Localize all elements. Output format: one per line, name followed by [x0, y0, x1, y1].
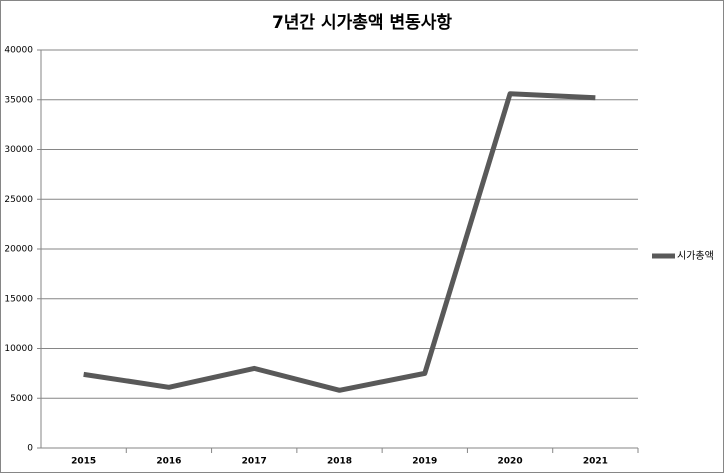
y-tick-label: 40000 — [4, 46, 33, 56]
x-tick-label: 2016 — [156, 457, 181, 467]
y-tick-label: 35000 — [4, 95, 33, 105]
y-tick-label: 20000 — [4, 245, 33, 255]
x-tick-label: 2019 — [412, 457, 437, 467]
y-tick-label: 10000 — [4, 344, 33, 354]
x-tick-label: 2018 — [327, 457, 352, 467]
y-tick-label: 30000 — [4, 145, 33, 155]
y-tick-label: 0 — [27, 444, 33, 454]
y-tick-label: 15000 — [4, 294, 33, 304]
x-tick-label: 2021 — [583, 457, 608, 467]
chart-title: 7년간 시가총액 변동사항 — [272, 12, 452, 33]
x-tick-label: 2015 — [71, 457, 96, 467]
y-tick-label: 5000 — [10, 394, 33, 404]
line-series — [83, 91, 596, 393]
x-tick-label: 2020 — [498, 457, 523, 467]
legend-label: 시가총액 — [677, 250, 714, 262]
y-tick-label: 25000 — [4, 195, 33, 205]
x-tick-label: 2017 — [242, 457, 267, 467]
